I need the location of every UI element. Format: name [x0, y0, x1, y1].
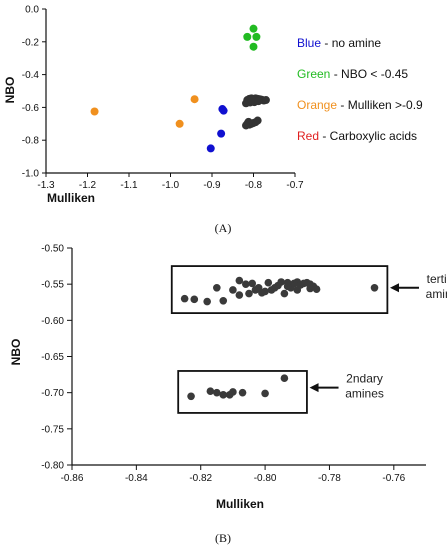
b-data-point [241, 280, 250, 288]
b-data-point [370, 283, 379, 292]
a-y-tick-label: -1.0 [22, 169, 40, 180]
panel-a-legend: Blue - no amine Green - NBO < -0.45 Orange… [297, 36, 423, 143]
legend-entry: Orange - Mulliken >-0.9 [297, 98, 423, 112]
b-data-point [219, 391, 228, 399]
a-x-tick-label: -0.7 [286, 180, 304, 191]
b-y-tick-label: -0.75 [41, 424, 64, 435]
b-x-tick-label: -0.78 [318, 473, 341, 484]
panel-b-chart: NBO Mulliken (B) -0.86 -0.84 -0.82 -0.80 -0.… [9, 244, 447, 546]
a-data-point [254, 97, 263, 106]
a-y-tick-label: -0.8 [22, 136, 40, 147]
a-y-tick-label: -0.2 [22, 37, 40, 48]
b-data-point [312, 285, 321, 294]
b-data-point [267, 286, 276, 294]
a-x-tick-label: -1.3 [37, 180, 55, 191]
b-y-tick-label: -0.65 [41, 352, 64, 363]
panel-b-xlabel: Mulliken [216, 497, 264, 511]
b-x-tick-label: -0.86 [61, 473, 84, 484]
b-data-point [280, 289, 289, 298]
annotation-label-0: tertiaryamines [426, 272, 447, 301]
legend-entry: Green - NBO < -0.45 [297, 67, 408, 81]
b-y-tick-label: -0.50 [41, 244, 64, 255]
b-data-point [264, 278, 273, 287]
a-data-point [206, 144, 215, 153]
a-x-tick-label: -1.2 [79, 180, 97, 191]
a-data-point [261, 96, 270, 105]
b-data-point [229, 286, 237, 294]
b-y-tick-label: -0.60 [41, 316, 64, 327]
b-data-point [190, 295, 199, 304]
b-data-point [245, 289, 253, 298]
a-data-point [252, 32, 261, 41]
a-data-point [219, 106, 228, 115]
panel-b-caption: (B) [215, 531, 231, 545]
b-y-tick-label: -0.55 [41, 280, 64, 291]
b-y-tick-label: -0.70 [41, 388, 64, 399]
a-data-point [175, 119, 184, 128]
b-data-point [206, 387, 215, 396]
b-data-point [213, 283, 221, 292]
a-x-tick-label: -1.0 [162, 180, 180, 191]
b-data-point [235, 276, 244, 285]
b-data-point [277, 278, 285, 286]
b-data-point [280, 374, 289, 383]
b-data-point [261, 389, 269, 398]
b-data-point [219, 297, 228, 305]
b-x-tick-label: -0.76 [382, 473, 405, 484]
annotation-arrowhead-1 [309, 383, 319, 393]
b-data-point [213, 388, 221, 397]
a-y-tick-label: -0.6 [22, 103, 40, 114]
b-data-point [235, 291, 244, 299]
b-data-point [180, 294, 189, 303]
a-data-point [242, 121, 251, 130]
panel-a-xlabel: Mulliken [47, 191, 95, 205]
a-data-point [247, 96, 256, 105]
annotation-arrowhead-0 [389, 283, 399, 293]
a-y-tick-label: 0.0 [25, 5, 39, 16]
legend-entry: Red - Carboxylic acids [297, 129, 417, 143]
a-data-point [190, 95, 199, 104]
a-data-point [217, 129, 226, 138]
b-x-tick-label: -0.80 [254, 473, 277, 484]
b-data-point [258, 289, 266, 297]
b-data-point [248, 279, 257, 288]
b-data-point [203, 297, 211, 306]
b-y-tick-label: -0.80 [41, 461, 64, 472]
b-x-tick-label: -0.82 [189, 473, 212, 484]
panel-a-chart: NBO Mulliken Blue - no amine Green - NBO … [3, 5, 423, 236]
panel-a-caption: (A) [215, 221, 232, 235]
a-data-point [90, 107, 99, 116]
b-x-tick-label: -0.84 [125, 473, 148, 484]
b-data-point [229, 388, 237, 396]
annotation-box-1 [177, 370, 308, 414]
annotation-label-1: 2ndary amines [345, 372, 384, 401]
a-x-tick-label: -0.9 [203, 180, 221, 191]
a-y-tick-label: -0.4 [22, 70, 40, 81]
a-data-point [253, 116, 262, 125]
b-data-point [238, 388, 247, 397]
a-data-point [249, 42, 258, 51]
a-data-point [243, 32, 252, 41]
b-data-point [187, 392, 195, 401]
a-x-tick-label: -1.1 [120, 180, 138, 191]
annotation-box-0 [170, 265, 389, 315]
a-data-point [249, 24, 258, 33]
panel-a-ylabel: NBO [3, 77, 17, 104]
panel-b-ylabel: NBO [9, 339, 23, 366]
legend-entry: Blue - no amine [297, 36, 381, 50]
a-x-tick-label: -0.8 [245, 180, 263, 191]
